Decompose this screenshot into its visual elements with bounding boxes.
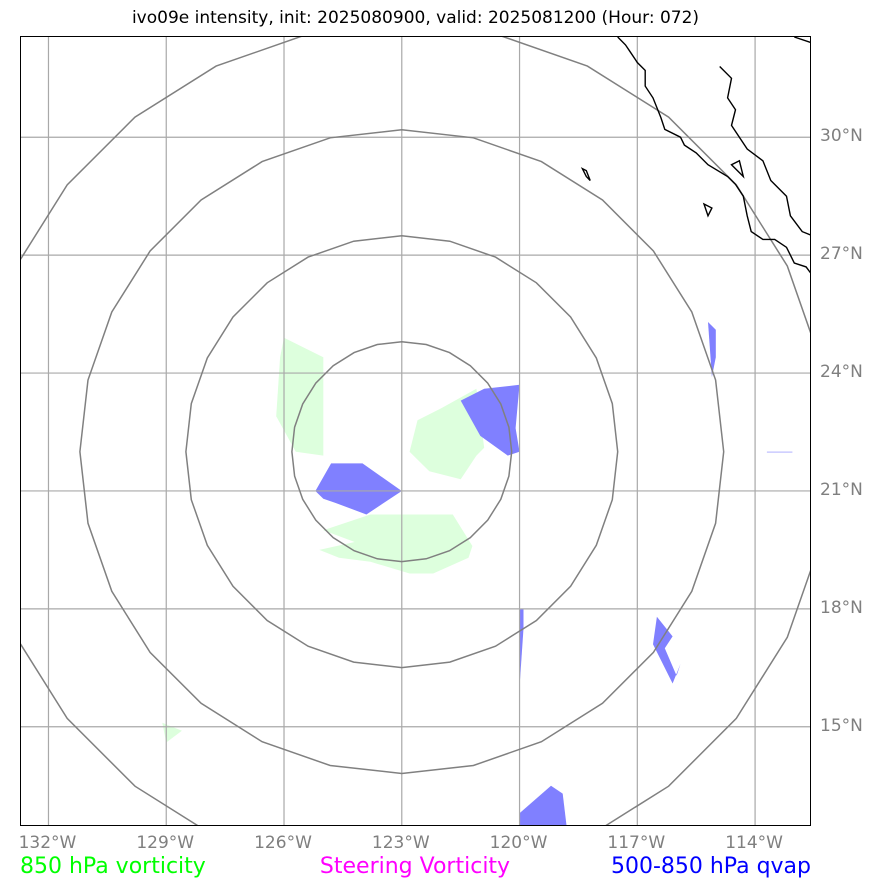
y-tick-label: 18°N: [820, 597, 863, 618]
qvap-region: [766, 451, 793, 453]
x-tick-label: 129°W: [136, 833, 195, 853]
x-tick-label: 132°W: [18, 833, 77, 853]
island-outline: [580, 167, 591, 181]
island-outline: [730, 159, 745, 179]
y-tick-label: 27°N: [820, 244, 863, 265]
coastline-baja-east: [719, 66, 810, 236]
x-tick-label: 126°W: [254, 833, 312, 853]
qvap-region: [653, 616, 681, 684]
qvap-region: [708, 322, 716, 377]
coastline-baja-west: [617, 37, 810, 274]
range-ring: [79, 129, 725, 775]
vorticity-850-region: [276, 337, 324, 456]
x-tick-label: 114°W: [725, 833, 783, 853]
y-tick-label: 21°N: [820, 479, 863, 500]
legend-steering-vorticity: Steering Vorticity: [319, 854, 511, 879]
y-tick-label: 15°N: [820, 715, 863, 736]
legend-qvap: 500-850 hPa qvap: [610, 854, 811, 879]
map-canvas: [21, 37, 810, 825]
range-ring: [21, 37, 810, 825]
y-tick-label: 24°N: [820, 362, 863, 383]
range-ring: [185, 234, 619, 669]
qvap-region: [519, 785, 567, 825]
chart-title: ivo09e intensity, init: 2025080900, vali…: [131, 8, 700, 28]
range-ring: [291, 340, 513, 563]
x-tick-label: 123°W: [371, 833, 430, 853]
vorticity-850-region: [409, 388, 485, 480]
qvap-region: [315, 463, 402, 515]
y-tick-label: 30°N: [820, 126, 863, 147]
coastline-mainland: [794, 37, 810, 43]
map-panel[interactable]: [20, 36, 811, 826]
x-tick-label: 117°W: [607, 833, 666, 853]
island-outline: [702, 202, 713, 218]
qvap-region: [460, 384, 520, 456]
legend-850-vorticity: 850 hPa vorticity: [20, 854, 206, 879]
vorticity-850-region: [319, 514, 473, 574]
x-tick-label: 120°W: [489, 833, 548, 853]
vorticity-850-region: [162, 722, 182, 743]
